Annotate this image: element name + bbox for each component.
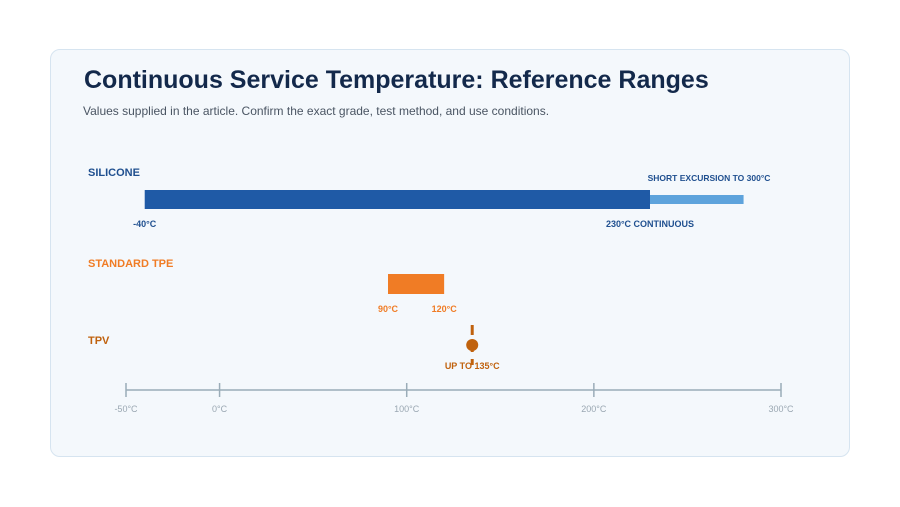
x-axis-tick-label: 200°C xyxy=(581,404,607,414)
series-label-silicone: SILICONE xyxy=(88,167,140,179)
page-subtitle: Values supplied in the article. Confirm … xyxy=(83,104,550,118)
silicone-excursion-bar xyxy=(650,195,744,204)
x-axis-tick-label: 300°C xyxy=(768,404,794,414)
tpv-point-label: UP TO 135°C xyxy=(445,361,500,371)
x-axis-tick-label: 0°C xyxy=(212,404,228,414)
tpe-low-label: 90°C xyxy=(378,304,399,314)
silicone-high-label: 230°C CONTINUOUS xyxy=(606,219,694,229)
x-axis-tick-label: -50°C xyxy=(114,404,138,414)
page-title: Continuous Service Temperature: Referenc… xyxy=(84,66,709,94)
chart-card xyxy=(50,49,850,457)
series-label-standard-tpe: STANDARD TPE xyxy=(88,258,173,270)
silicone-low-label: -40°C xyxy=(133,219,157,229)
tpv-point-marker xyxy=(466,339,479,351)
x-axis-tick-label: 100°C xyxy=(394,404,420,414)
silicone-excursion-label: SHORT EXCURSION TO 300°C xyxy=(648,173,771,183)
silicone-continuous-bar xyxy=(144,190,650,209)
tpe-range-bar xyxy=(388,274,445,294)
series-label-tpv: TPV xyxy=(88,335,110,347)
tpe-high-label: 120°C xyxy=(432,304,458,314)
